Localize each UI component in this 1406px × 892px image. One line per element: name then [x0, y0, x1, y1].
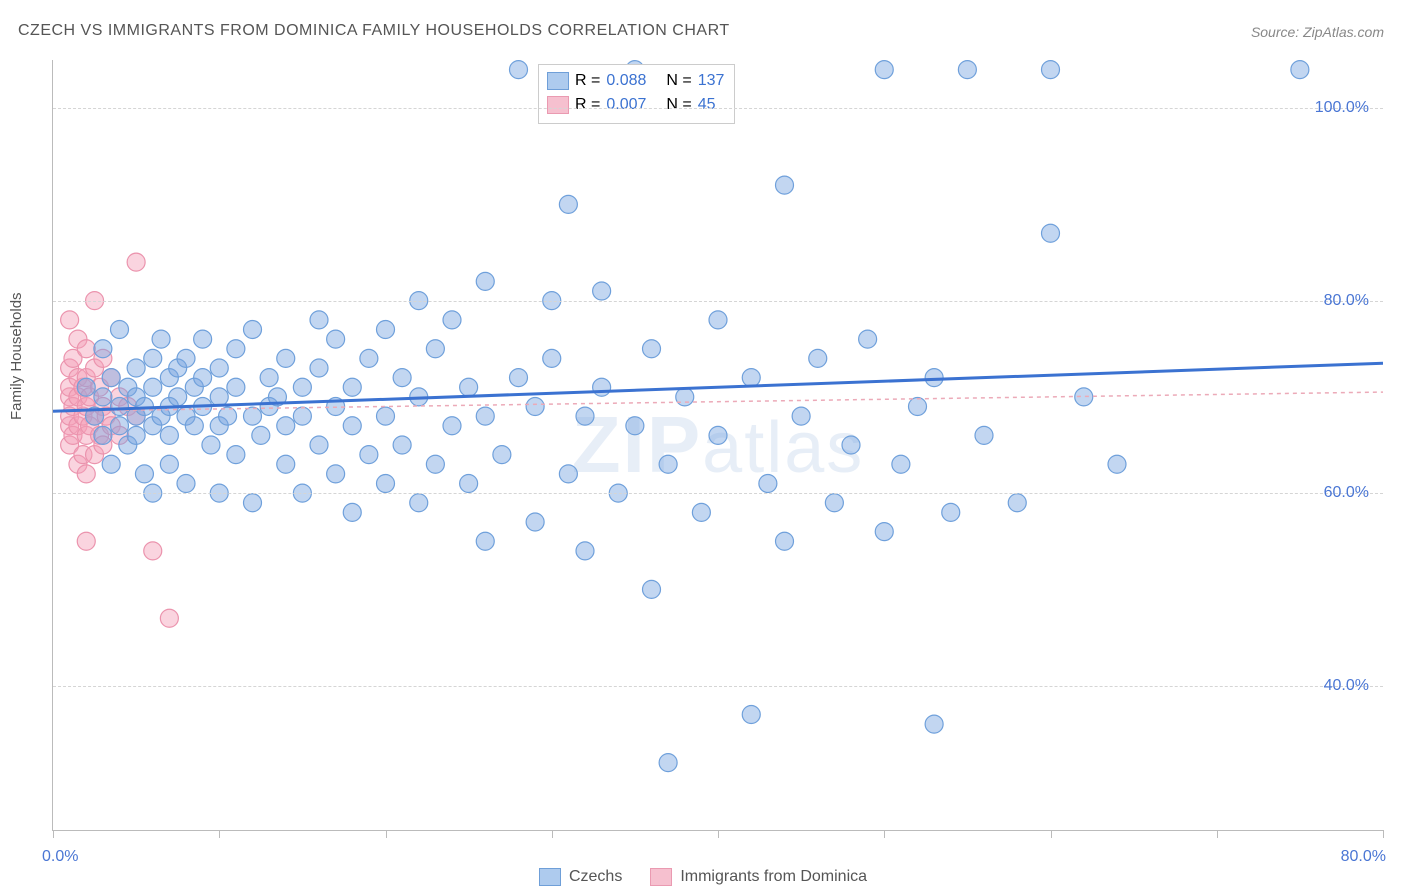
x-axis-label-right: 80.0% [1341, 848, 1386, 866]
swatch-blue [547, 72, 569, 90]
bottom-legend: Czechs Immigrants from Dominica [0, 868, 1406, 886]
r-value-pink: 0.007 [606, 93, 646, 117]
r-label: R = [575, 69, 600, 93]
n-value-pink: 45 [698, 93, 716, 117]
grid-line [53, 108, 1383, 109]
x-tick [718, 830, 719, 838]
legend-label-blue: Czechs [569, 868, 622, 886]
stats-row-pink: R = 0.007 N = 45 [547, 93, 724, 117]
y-tick-label: 100.0% [1315, 99, 1369, 117]
legend-label-pink: Immigrants from Dominica [680, 868, 867, 886]
swatch-pink [650, 868, 672, 886]
grid-line [53, 301, 1383, 302]
n-value-blue: 137 [698, 69, 725, 93]
x-tick [386, 830, 387, 838]
x-tick [1383, 830, 1384, 838]
x-tick [884, 830, 885, 838]
n-label: N = [666, 69, 691, 93]
x-tick [1217, 830, 1218, 838]
x-axis-label-left: 0.0% [42, 848, 78, 866]
r-label: R = [575, 93, 600, 117]
legend-item-pink: Immigrants from Dominica [650, 868, 867, 886]
plot-area: ZIPatlas R = 0.088 N = 137 R = 0.007 N =… [52, 60, 1383, 831]
r-value-blue: 0.088 [606, 69, 646, 93]
swatch-pink [547, 96, 569, 114]
grid-line [53, 686, 1383, 687]
x-tick [552, 830, 553, 838]
swatch-blue [539, 868, 561, 886]
x-tick [1051, 830, 1052, 838]
stats-row-blue: R = 0.088 N = 137 [547, 69, 724, 93]
y-tick-label: 40.0% [1324, 677, 1369, 695]
stats-legend: R = 0.088 N = 137 R = 0.007 N = 45 [538, 64, 735, 124]
y-tick-label: 80.0% [1324, 292, 1369, 310]
y-axis-label: Family Households [8, 292, 25, 420]
x-tick [53, 830, 54, 838]
x-tick [219, 830, 220, 838]
source-label: Source: ZipAtlas.com [1251, 24, 1384, 40]
n-label: N = [666, 93, 691, 117]
grid-line [53, 493, 1383, 494]
y-tick-label: 60.0% [1324, 484, 1369, 502]
legend-item-blue: Czechs [539, 868, 622, 886]
scatter-svg [53, 60, 1383, 830]
chart-title: CZECH VS IMMIGRANTS FROM DOMINICA FAMILY… [18, 22, 730, 40]
